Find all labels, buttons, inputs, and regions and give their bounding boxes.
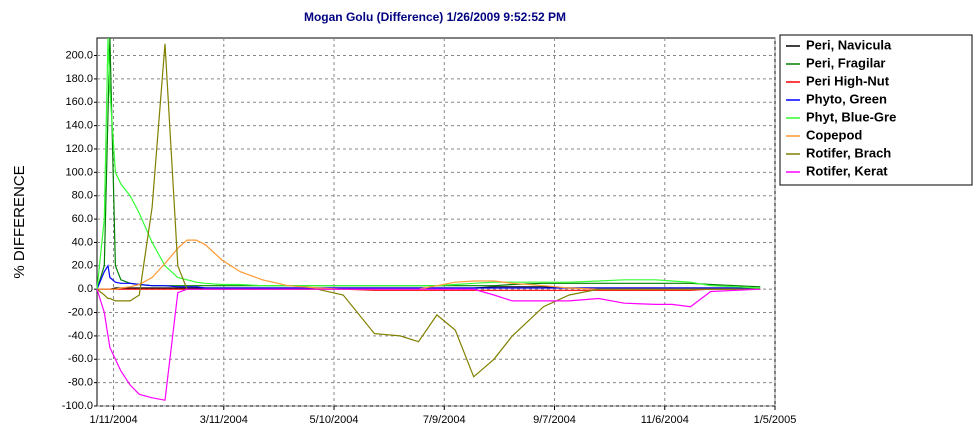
legend: Peri, Navicula Peri, Fragilar Peri High-Nu… [786,37,896,178]
legend-label: Peri, Navicula [806,37,892,52]
y-tick-label: 0.0 [78,283,93,295]
y-tick-label: 100.0 [65,166,93,178]
y-tick-label: -100.0 [62,400,93,412]
legend-label: Peri High-Nut [806,73,890,88]
x-tick-label: 1/5/2005 [754,414,797,426]
series-line [96,288,761,401]
legend-label: Copepod [806,127,862,142]
y-tick-label: 160.0 [65,96,93,108]
y-axis-label: % DIFFERENCE [11,165,28,278]
x-tick-label: 5/10/2004 [310,414,359,426]
x-tick-label: 9/7/2004 [533,414,576,426]
legend-label: Peri, Fragilar [806,55,885,70]
y-tick-label: 60.0 [72,213,93,225]
x-tick-label: 11/6/2004 [641,414,689,426]
series-line [96,37,761,290]
y-tick-label: 120.0 [65,143,93,155]
series-line [96,43,761,378]
y-tick-label: 40.0 [72,236,93,248]
x-tick-label: 3/11/2004 [200,414,248,426]
y-tick-label: 80.0 [72,190,93,202]
legend-box [779,34,973,186]
y-tick-label: 20.0 [72,260,93,272]
legend-label: Rotifer, Kerat [806,163,888,178]
legend-label: Rotifer, Brach [806,145,891,160]
y-tick-label: 180.0 [65,73,93,85]
plot-area [96,37,776,407]
y-tick-label: -20.0 [68,306,93,318]
y-tick-label: -80.0 [68,377,93,389]
chart-title: Mogan Golu (Difference) 1/26/2009 9:52:5… [304,10,566,24]
x-tick-label: 1/11/2004 [89,414,137,426]
legend-label: Phyt, Blue-Gre [806,109,896,124]
x-tick-label: 7/9/2004 [423,414,466,426]
y-tick-label: 140.0 [65,120,93,132]
legend-label: Phyto, Green [806,91,887,106]
y-tick-label: 200.0 [65,49,93,61]
y-tick-label: -60.0 [68,353,93,365]
y-tick-label: -40.0 [68,330,93,342]
